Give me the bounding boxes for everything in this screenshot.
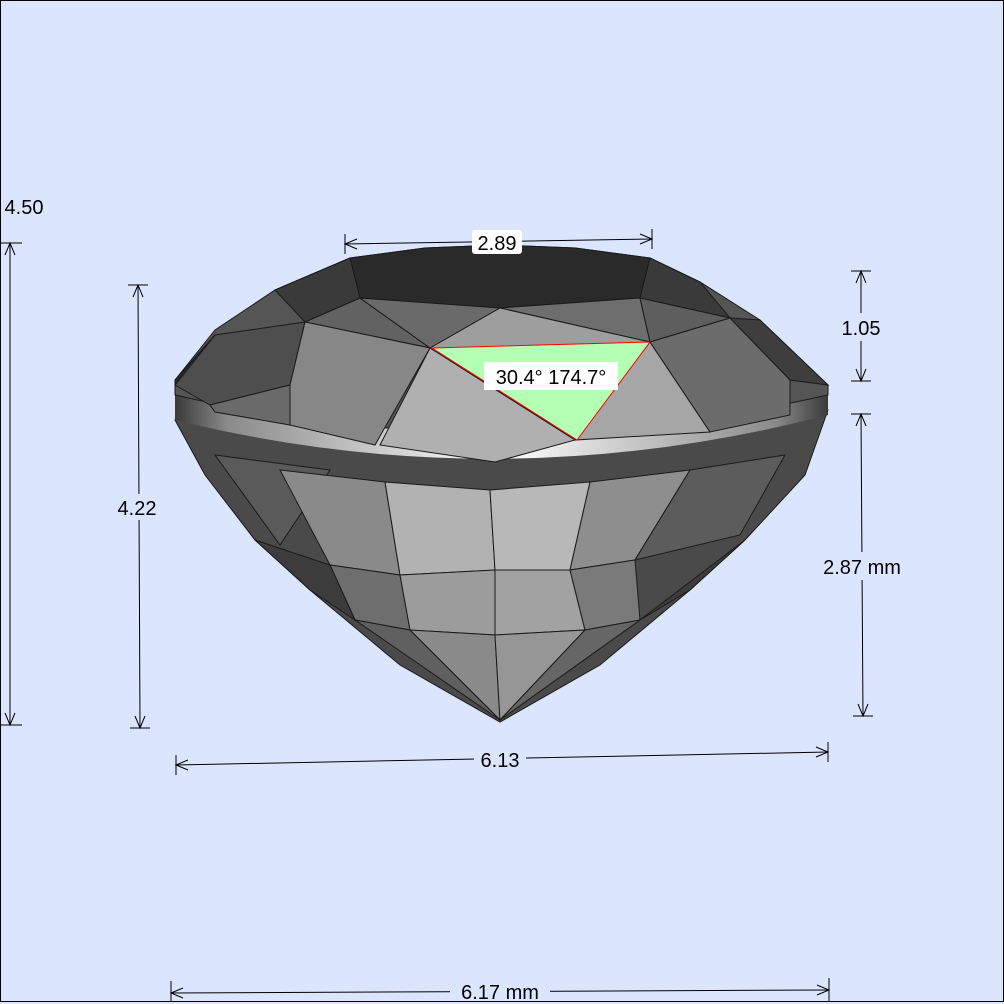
pavilion-depth-label: 2.87 mm xyxy=(823,557,901,579)
girdle xyxy=(175,390,828,459)
total-width-label: 6.17 mm xyxy=(461,982,539,1004)
total-height-label: 4.50 xyxy=(5,197,44,219)
crown-height-label: 1.05 xyxy=(842,318,881,340)
dim-total-height xyxy=(0,241,22,727)
body-height-label: 4.22 xyxy=(118,498,157,520)
angle-label-bg xyxy=(484,362,618,390)
table-width-label: 2.89 xyxy=(478,233,517,255)
girdle-width-label: 6.13 xyxy=(481,750,520,772)
gem xyxy=(174,244,830,723)
facet-angles-label: 30.4° 174.7° xyxy=(496,367,607,389)
